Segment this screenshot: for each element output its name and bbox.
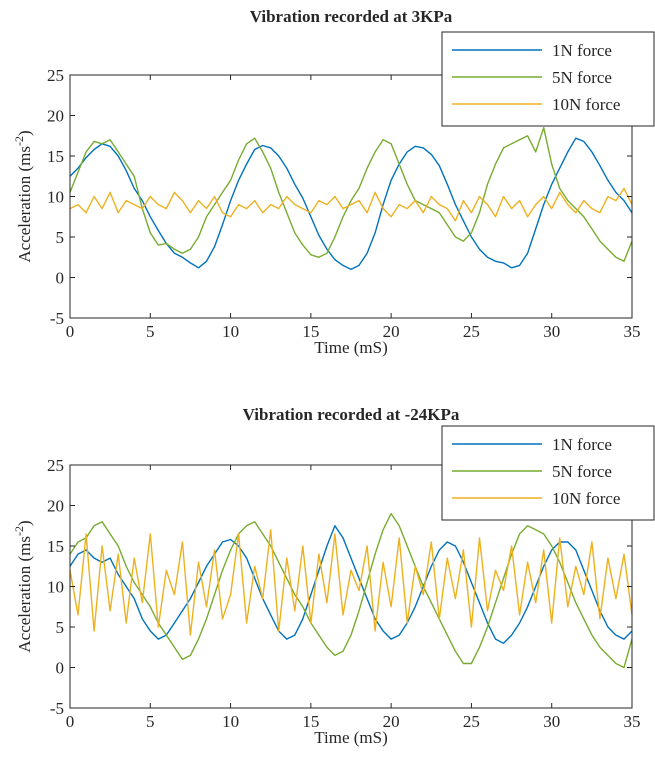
x-tick-label: 5: [146, 322, 155, 341]
series-line-1n-force: [69, 137, 633, 271]
x-tick-label: 15: [302, 322, 319, 341]
y-axis-label-main: Acceleration (ms: [15, 536, 34, 653]
series-line-10n-force: [69, 529, 633, 636]
legend-label: 10N force: [552, 95, 620, 114]
y-axis-label-end: ): [15, 520, 34, 526]
series-line-1n-force: [69, 525, 633, 644]
legend-label: 1N force: [552, 41, 612, 60]
y-tick-label: 15: [47, 147, 64, 166]
x-tick-label: 5: [146, 712, 155, 731]
x-tick-label: 35: [624, 712, 641, 731]
y-tick-label: -5: [50, 699, 64, 718]
y-tick-label: -5: [50, 309, 64, 328]
chart-2: Vibration recorded at -24KPa 0 5 10 15 20 25 30…: [12, 405, 655, 747]
legend: 1N force 5N force 10N force: [441, 31, 655, 127]
x-axis-label: Time (mS): [314, 728, 388, 747]
x-tick-label: 15: [302, 712, 319, 731]
y-tick-label: 10: [47, 578, 64, 597]
y-tick-label: 20: [47, 497, 64, 516]
y-axis-label-superscript: -2: [12, 136, 26, 146]
series-line-5n-force: [69, 127, 633, 262]
x-tick-label: 25: [463, 322, 480, 341]
x-tick-label: 0: [66, 712, 75, 731]
y-axis-label: Acceleration (ms-2): [12, 130, 34, 262]
legend-box: [441, 31, 655, 127]
chart-title: Vibration recorded at -24KPa: [243, 405, 460, 424]
legend-label: 10N force: [552, 489, 620, 508]
x-tick-label: 20: [383, 322, 400, 341]
y-tick-label: 0: [56, 269, 65, 288]
series-line-5n-force: [69, 512, 633, 669]
legend-box: [441, 425, 655, 521]
y-axis-label-end: ): [15, 130, 34, 136]
y-tick-label: 25: [47, 66, 64, 85]
legend-label: 5N force: [552, 68, 612, 87]
legend-label: 5N force: [552, 462, 612, 481]
chart-title: Vibration recorded at 3KPa: [250, 7, 453, 26]
x-tick-label: 20: [383, 712, 400, 731]
y-tick-label: 15: [47, 537, 64, 556]
y-axis-label-superscript: -2: [12, 526, 26, 536]
legend-label: 1N force: [552, 435, 612, 454]
x-tick-label: 10: [222, 712, 239, 731]
y-tick-label: 5: [56, 618, 65, 637]
y-tick-label: 10: [47, 188, 64, 207]
y-tick-label: 20: [47, 107, 64, 126]
y-axis-label-main: Acceleration (ms: [15, 146, 34, 263]
y-tick-label: 5: [56, 228, 65, 247]
x-tick-label: 30: [543, 712, 560, 731]
x-tick-label: 10: [222, 322, 239, 341]
y-axis-label: Acceleration (ms-2): [12, 520, 34, 652]
series-line-10n-force: [69, 187, 633, 222]
y-tick-label: 25: [47, 456, 64, 475]
x-tick-label: 25: [463, 712, 480, 731]
x-tick-label: 30: [543, 322, 560, 341]
x-tick-label: 35: [624, 322, 641, 341]
legend: 1N force 5N force 10N force: [441, 425, 655, 521]
chart-1: Vibration recorded at 3KPa 0 5 10 15 20 25 30 35…: [12, 7, 655, 357]
y-tick-label: 0: [56, 659, 65, 678]
x-axis-label: Time (mS): [314, 338, 388, 357]
x-tick-label: 0: [66, 322, 75, 341]
